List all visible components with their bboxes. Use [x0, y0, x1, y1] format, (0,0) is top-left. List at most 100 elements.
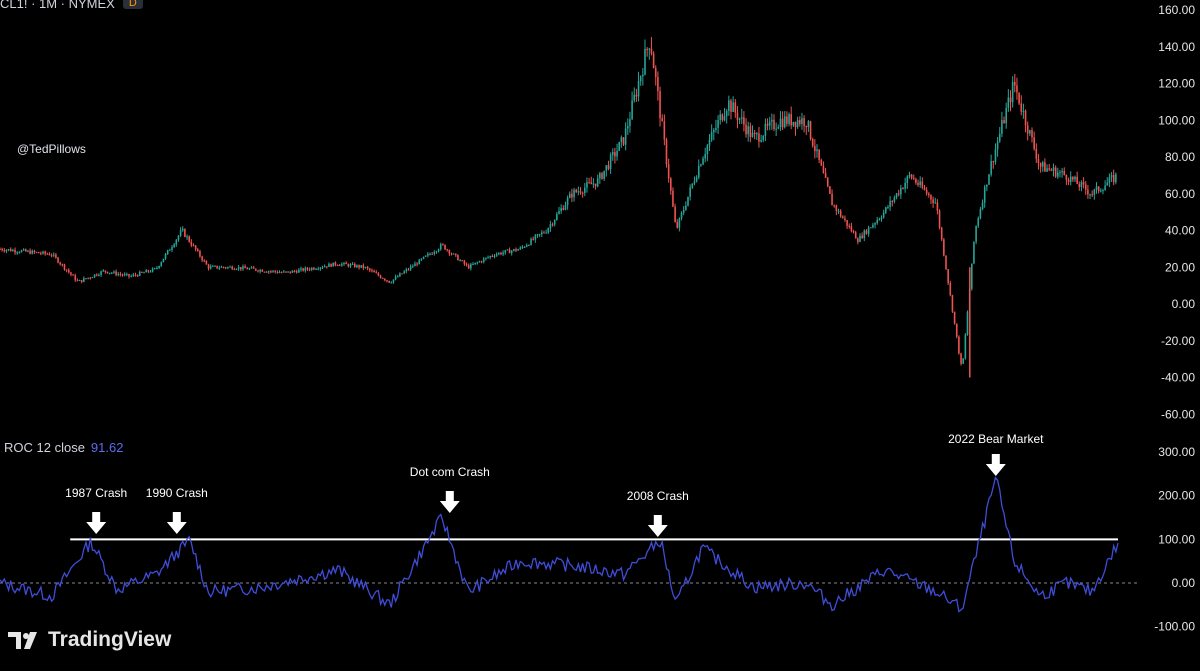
candle-body	[644, 48, 646, 75]
candle-body	[424, 255, 427, 257]
candle-body	[444, 244, 446, 250]
candle-body	[521, 246, 524, 248]
candle-body	[422, 256, 425, 259]
candle-body	[543, 232, 545, 234]
candle-body	[274, 270, 276, 272]
candle-body	[276, 271, 279, 273]
candle-body	[186, 236, 188, 238]
candle-body	[751, 132, 754, 137]
candle-body	[560, 208, 562, 212]
candle-body	[756, 133, 758, 135]
candle-body	[57, 257, 59, 263]
candle-body	[876, 219, 878, 224]
candle-body	[474, 262, 476, 265]
candle-body	[906, 176, 909, 184]
candle-body	[960, 353, 962, 364]
candle-body	[753, 132, 756, 135]
candle-body	[59, 262, 61, 265]
candle-body	[964, 334, 967, 359]
candle-body	[934, 202, 937, 204]
candle-body	[556, 214, 558, 220]
candle-body	[246, 268, 249, 270]
candle-body	[880, 217, 883, 219]
candle-body	[1037, 158, 1040, 164]
candle-body	[1014, 81, 1016, 86]
candle-body	[958, 336, 960, 354]
candle-body	[579, 191, 582, 193]
candle-body	[237, 267, 240, 270]
candle-body	[895, 193, 898, 198]
candle-body	[1087, 189, 1089, 195]
candle-body	[775, 128, 777, 130]
tradingview-logo-icon	[8, 632, 37, 649]
timeframe-badge[interactable]: D	[122, 0, 143, 9]
candle-body	[317, 268, 319, 270]
candle-body	[399, 273, 401, 277]
candle-body	[525, 245, 528, 247]
candle-body	[154, 268, 156, 270]
candle-body	[459, 260, 461, 262]
candle-body	[388, 280, 390, 283]
candle-body	[953, 311, 956, 324]
candle-body	[18, 252, 21, 254]
candle-body	[115, 271, 117, 275]
candle-body	[766, 123, 769, 126]
candle-body	[396, 276, 399, 278]
candle-body	[792, 121, 795, 126]
candle-body	[736, 112, 739, 120]
candle-body	[723, 116, 726, 121]
candle-body	[1033, 137, 1035, 149]
candle-body	[143, 272, 145, 274]
candle-body	[315, 268, 317, 270]
candle-body	[719, 114, 722, 120]
candle-body	[788, 114, 790, 124]
candle-body	[693, 181, 696, 184]
candle-body	[564, 204, 567, 210]
candle-body	[442, 244, 444, 246]
candle-body	[1097, 186, 1100, 192]
candle-body	[824, 172, 827, 179]
symbol-text[interactable]: CL1! · 1M · NYMEX	[0, 0, 115, 11]
candle-body	[713, 129, 715, 133]
candle-body	[908, 174, 911, 177]
candle-body	[332, 262, 335, 267]
candle-body	[697, 165, 700, 178]
candle-body	[573, 189, 575, 198]
candle-body	[463, 260, 466, 265]
candle-body	[601, 173, 603, 179]
candle-body	[160, 262, 163, 267]
tradingview-brand[interactable]: TradingView	[8, 628, 171, 652]
candle-body	[433, 252, 436, 254]
candle-body	[786, 116, 788, 124]
candle-body	[345, 262, 347, 265]
arrow-down-icon	[439, 491, 460, 513]
candle-body	[439, 244, 442, 250]
candle-body	[498, 252, 500, 255]
candle-body	[1039, 163, 1042, 167]
candle-body	[289, 271, 292, 273]
candle-body	[308, 269, 311, 271]
candle-body	[93, 274, 96, 278]
candle-body	[990, 161, 992, 175]
candle-body	[1020, 103, 1023, 112]
price-tick-label: 120.00	[1158, 77, 1195, 91]
indicator-legend[interactable]: ROC 12 close 91.62	[4, 440, 123, 455]
candle-body	[495, 254, 498, 256]
candle-body	[588, 182, 590, 184]
candle-body	[40, 253, 42, 255]
candle-body	[887, 207, 889, 209]
candle-body	[648, 48, 651, 50]
candle-body	[16, 252, 18, 254]
candle-body	[519, 247, 522, 250]
candle-body	[622, 137, 625, 145]
candle-body	[270, 271, 272, 273]
candle-body	[979, 209, 982, 219]
candle-body	[852, 231, 855, 233]
candle-body	[885, 207, 887, 213]
candle-body	[803, 118, 805, 126]
symbol-header[interactable]: CL1! · 1M · NYMEX D	[0, 0, 143, 12]
roc-tick-label: 100.00	[1158, 532, 1195, 546]
candle-body	[362, 265, 365, 268]
candle-body	[48, 254, 51, 256]
